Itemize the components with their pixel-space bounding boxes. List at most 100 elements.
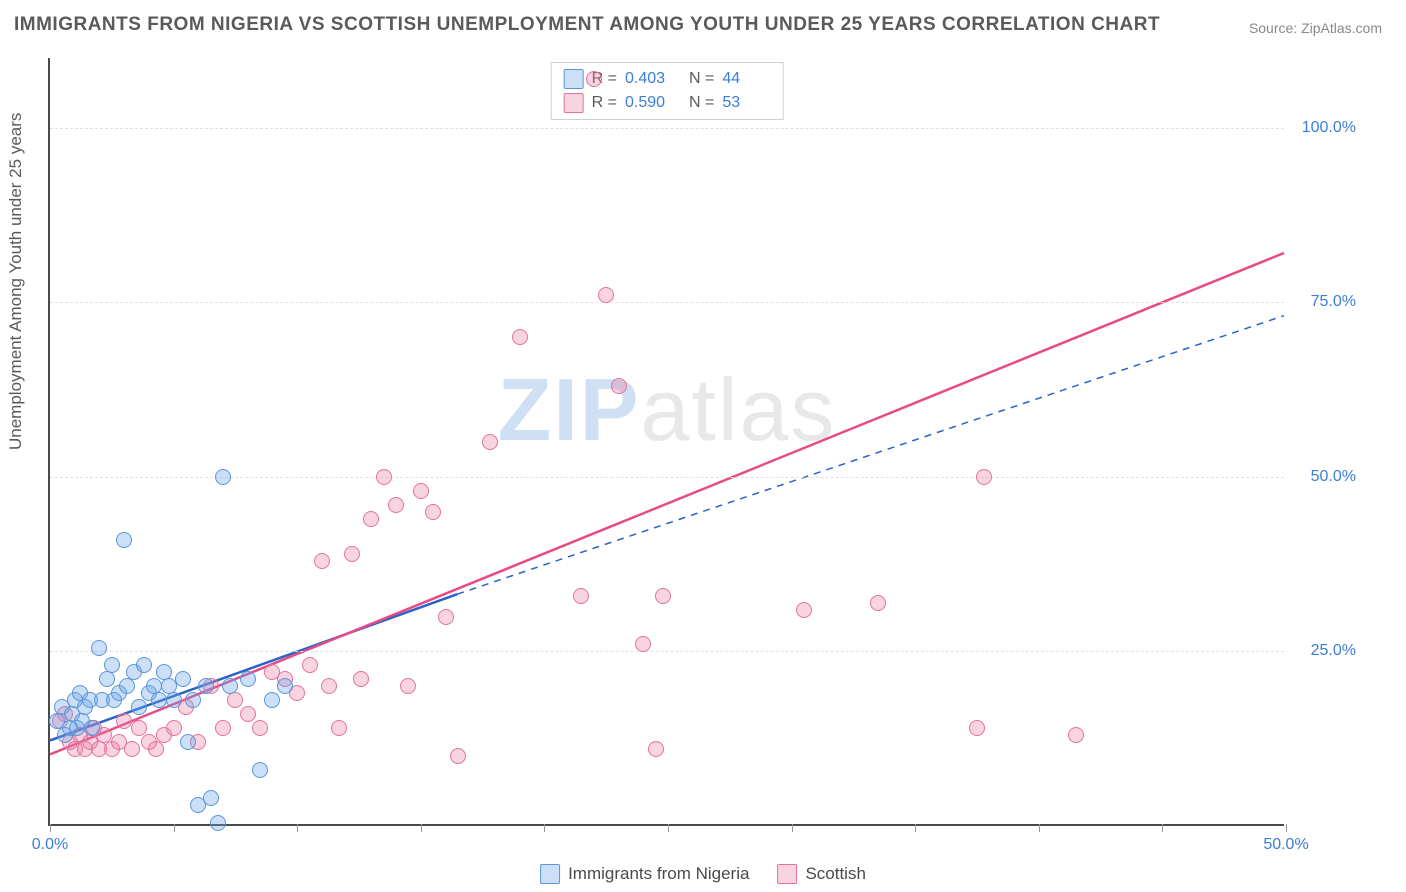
data-point-scottish — [166, 720, 182, 736]
x-tick — [792, 824, 793, 832]
data-point-scottish — [116, 713, 132, 729]
legend-swatch — [564, 69, 584, 89]
data-point-scottish — [425, 504, 441, 520]
legend-r-value: 0.403 — [625, 70, 673, 88]
x-tick — [174, 824, 175, 832]
data-point-scottish — [598, 287, 614, 303]
data-point-scottish — [148, 741, 164, 757]
legend-n-value: 44 — [722, 70, 770, 88]
data-point-nigeria — [198, 678, 214, 694]
gridline-h — [50, 128, 1284, 129]
y-tick-label: 75.0% — [1296, 293, 1356, 311]
legend-correlation-row-scottish: R = 0.590 N = 53 — [564, 91, 771, 115]
x-tick-label: 50.0% — [1263, 836, 1308, 854]
legend-r-label: R = — [592, 94, 617, 112]
x-tick-label: 0.0% — [32, 836, 68, 854]
y-tick-label: 50.0% — [1296, 468, 1356, 486]
data-point-nigeria — [215, 469, 231, 485]
data-point-scottish — [1068, 727, 1084, 743]
x-tick — [1039, 824, 1040, 832]
data-point-nigeria — [91, 640, 107, 656]
x-tick — [544, 824, 545, 832]
x-tick — [421, 824, 422, 832]
data-point-nigeria — [210, 815, 226, 831]
data-point-scottish — [240, 706, 256, 722]
data-point-nigeria — [203, 790, 219, 806]
gridline-h — [50, 302, 1284, 303]
data-point-scottish — [388, 497, 404, 513]
trend-line — [457, 316, 1284, 595]
data-point-scottish — [252, 720, 268, 736]
legend-correlation: R = 0.403 N = 44 R = 0.590 N = 53 — [551, 62, 784, 120]
data-point-scottish — [655, 588, 671, 604]
data-point-nigeria — [264, 692, 280, 708]
data-point-scottish — [976, 469, 992, 485]
data-point-nigeria — [222, 678, 238, 694]
data-point-nigeria — [99, 671, 115, 687]
data-point-scottish — [227, 692, 243, 708]
legend-series-item-scottish: Scottish — [777, 864, 865, 884]
data-point-scottish — [321, 678, 337, 694]
y-tick-label: 100.0% — [1296, 119, 1356, 137]
chart-title: IMMIGRANTS FROM NIGERIA VS SCOTTISH UNEM… — [14, 14, 1160, 36]
x-tick — [50, 824, 51, 832]
data-point-nigeria — [252, 762, 268, 778]
data-point-scottish — [215, 720, 231, 736]
legend-series-item-nigeria: Immigrants from Nigeria — [540, 864, 749, 884]
data-point-scottish — [413, 483, 429, 499]
legend-swatch — [540, 864, 560, 884]
data-point-scottish — [363, 511, 379, 527]
data-point-scottish — [331, 720, 347, 736]
data-point-scottish — [586, 71, 602, 87]
legend-series-label: Immigrants from Nigeria — [568, 864, 749, 884]
legend-swatch — [564, 93, 584, 113]
data-point-scottish — [969, 720, 985, 736]
data-point-nigeria — [180, 734, 196, 750]
data-point-nigeria — [166, 692, 182, 708]
data-point-scottish — [482, 434, 498, 450]
data-point-scottish — [131, 720, 147, 736]
data-point-nigeria — [277, 678, 293, 694]
x-tick — [1286, 824, 1287, 832]
legend-n-label: N = — [689, 94, 714, 112]
data-point-scottish — [302, 657, 318, 673]
data-point-scottish — [344, 546, 360, 562]
y-tick-label: 25.0% — [1296, 642, 1356, 660]
legend-n-label: N = — [689, 70, 714, 88]
data-point-scottish — [512, 329, 528, 345]
data-point-nigeria — [151, 692, 167, 708]
data-point-scottish — [611, 378, 627, 394]
plot-area: ZIPatlas R =0.403N =44R =0.590N =53 25.0… — [48, 58, 1284, 826]
data-point-scottish — [573, 588, 589, 604]
x-tick — [915, 824, 916, 832]
chart-container: IMMIGRANTS FROM NIGERIA VS SCOTTISH UNEM… — [0, 0, 1406, 892]
x-tick — [297, 824, 298, 832]
gridline-h — [50, 651, 1284, 652]
gridline-h — [50, 477, 1284, 478]
data-point-nigeria — [240, 671, 256, 687]
data-point-nigeria — [119, 678, 135, 694]
data-point-scottish — [648, 741, 664, 757]
legend-swatch — [777, 864, 797, 884]
data-point-nigeria — [136, 657, 152, 673]
data-point-scottish — [870, 595, 886, 611]
data-point-scottish — [376, 469, 392, 485]
y-axis-label: Unemployment Among Youth under 25 years — [6, 113, 26, 450]
x-tick — [1162, 824, 1163, 832]
data-point-scottish — [124, 741, 140, 757]
data-point-nigeria — [175, 671, 191, 687]
data-point-scottish — [400, 678, 416, 694]
data-point-nigeria — [104, 657, 120, 673]
data-point-scottish — [314, 553, 330, 569]
data-point-scottish — [450, 748, 466, 764]
legend-series-label: Scottish — [805, 864, 865, 884]
data-point-scottish — [796, 602, 812, 618]
data-point-scottish — [353, 671, 369, 687]
data-point-nigeria — [84, 720, 100, 736]
legend-n-value: 53 — [722, 94, 770, 112]
data-point-nigeria — [185, 692, 201, 708]
data-point-scottish — [635, 636, 651, 652]
trend-lines-svg — [50, 58, 1284, 824]
source-label: Source: ZipAtlas.com — [1249, 20, 1382, 36]
legend-r-value: 0.590 — [625, 94, 673, 112]
